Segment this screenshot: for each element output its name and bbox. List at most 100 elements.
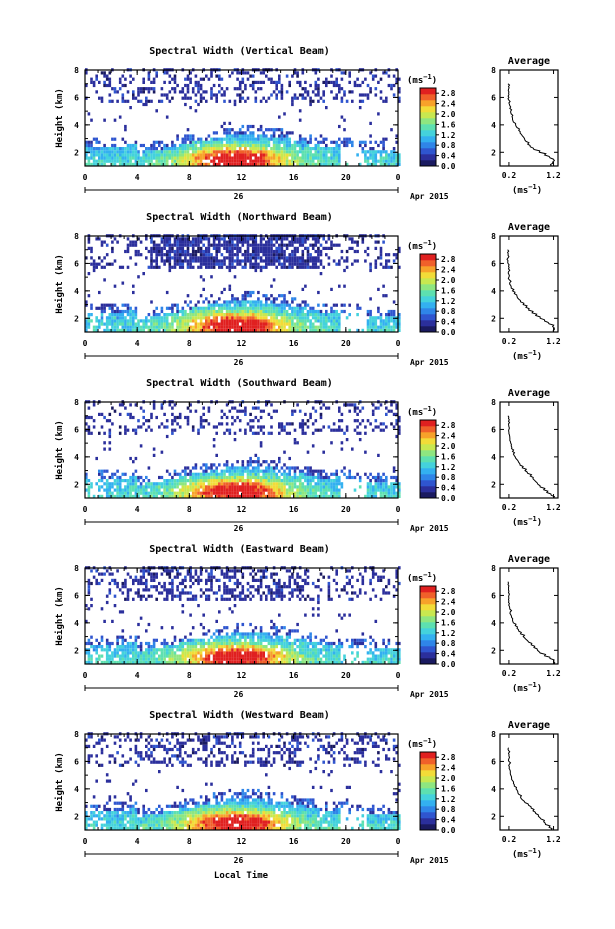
heatmap-cell	[207, 309, 211, 314]
heatmap-cell	[233, 328, 237, 332]
heatmap-cell	[275, 494, 278, 498]
heatmap-cell	[210, 265, 213, 269]
heatmap-cell	[348, 328, 351, 332]
heatmap-cell	[309, 412, 312, 416]
heatmap-cell	[194, 249, 198, 254]
heatmap-cell	[163, 253, 166, 257]
heatmap-cell	[87, 660, 91, 664]
heatmap-cell	[129, 657, 132, 661]
heatmap-cell	[108, 313, 112, 317]
heatmap-cell	[270, 460, 273, 464]
heatmap-cell	[85, 322, 88, 326]
heatmap-cell	[150, 99, 153, 103]
heatmap-cell	[158, 313, 161, 317]
heatmap-cell	[163, 479, 166, 483]
heatmap-cell	[137, 325, 140, 329]
heatmap-cell	[223, 469, 226, 473]
heatmap-cell	[311, 156, 315, 160]
heatmap-cell	[205, 253, 208, 257]
heatmap-cell	[338, 475, 341, 480]
heatmap-cell	[116, 306, 119, 310]
average-x-tick-label: 0.2	[502, 171, 517, 180]
heatmap-cell	[374, 325, 378, 329]
heatmap-cell	[257, 297, 260, 301]
heatmap-cell	[218, 422, 221, 426]
heatmap-cell	[236, 243, 239, 247]
heatmap-cell	[113, 284, 117, 288]
heatmap-cell	[158, 322, 161, 326]
heatmap-cell	[275, 83, 278, 88]
heatmap-cell	[207, 156, 211, 160]
heatmap-cell	[178, 316, 182, 320]
heatmap-cell	[126, 641, 130, 646]
heatmap-cell	[311, 472, 315, 476]
heatmap-cell	[150, 159, 153, 163]
heatmap-cell	[223, 240, 226, 244]
heatmap-cell	[309, 306, 312, 310]
heatmap-cell	[199, 491, 203, 495]
heatmap-cell	[163, 156, 166, 160]
heatmap-cell	[207, 491, 211, 495]
heatmap-cell	[158, 162, 161, 166]
heatmap-cell	[251, 290, 255, 295]
heatmap-cell	[126, 265, 130, 269]
heatmap-cell	[126, 588, 130, 592]
heatmap-cell	[288, 422, 291, 426]
heatmap-cell	[207, 262, 211, 266]
heatmap-cell	[280, 243, 284, 247]
heatmap-cell	[254, 159, 258, 163]
heatmap-cell	[191, 253, 195, 257]
heatmap-cell	[304, 147, 307, 151]
heatmap-cell	[116, 485, 119, 489]
heatmap-cell	[233, 431, 237, 435]
heatmap-cell	[116, 325, 119, 329]
heatmap-cell	[257, 300, 260, 304]
heatmap-cell	[272, 494, 276, 498]
heatmap-cell	[296, 479, 299, 483]
x-tick-label: 20	[341, 505, 351, 514]
heatmap-cell	[257, 143, 260, 148]
heatmap-cell	[150, 253, 153, 257]
heatmap-cell	[189, 137, 192, 141]
heatmap-cell	[301, 71, 305, 75]
heatmap-cell	[132, 460, 135, 464]
heatmap-cell	[105, 83, 109, 88]
heatmap-cell	[165, 259, 169, 263]
heatmap-cell	[181, 494, 185, 498]
heatmap-cell	[366, 246, 370, 250]
heatmap-cell	[246, 237, 250, 241]
heatmap-cell	[345, 428, 349, 432]
heatmap-cell	[293, 246, 297, 250]
heatmap-cell	[291, 256, 294, 260]
heatmap-cell	[145, 316, 148, 320]
heatmap-cell	[150, 657, 153, 661]
heatmap-cell	[126, 428, 130, 432]
heatmap-cell	[251, 494, 255, 498]
heatmap-cell	[374, 482, 378, 486]
heatmap-cell	[205, 256, 208, 260]
heatmap-cell	[259, 300, 263, 304]
heatmap-cell	[150, 319, 153, 323]
heatmap-cell	[147, 156, 151, 160]
heatmap-cell	[262, 265, 265, 269]
heatmap-cell	[322, 479, 325, 483]
heatmap-cell	[371, 328, 375, 332]
heatmap-cell	[184, 482, 187, 486]
heatmap-cell	[225, 300, 229, 304]
heatmap-cell	[118, 425, 122, 429]
heatmap-cell	[272, 482, 276, 486]
heatmap-cell	[139, 488, 143, 492]
heatmap-cell	[194, 83, 198, 88]
heatmap-cell	[228, 325, 232, 329]
heatmap-cell	[314, 93, 318, 97]
heatmap-cell	[199, 159, 203, 163]
heatmap-cell	[152, 578, 156, 582]
heatmap-cell	[332, 494, 336, 498]
heatmap-cell	[335, 83, 338, 88]
heatmap-cell	[205, 463, 208, 467]
heatmap-cell	[147, 641, 151, 646]
colorbar-segment	[420, 320, 436, 327]
heatmap-cell	[301, 143, 305, 148]
heatmap-cell	[283, 253, 286, 257]
heatmap-cell	[390, 422, 393, 426]
